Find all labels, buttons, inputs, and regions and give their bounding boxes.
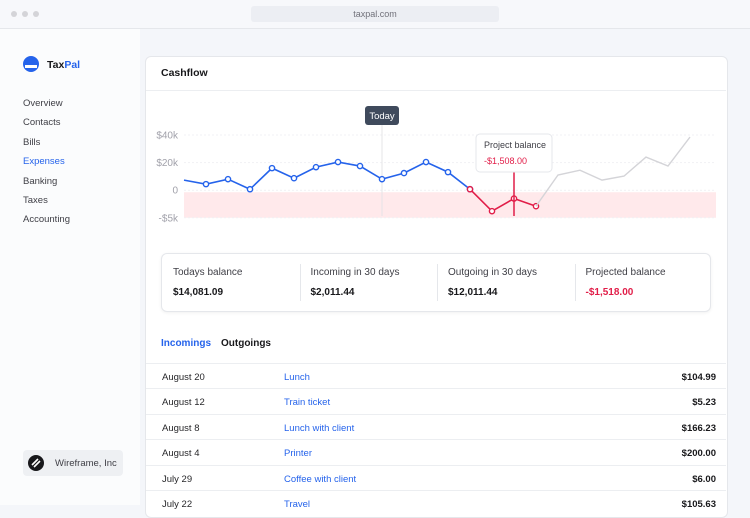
y-tick-label: -$5k xyxy=(159,213,179,224)
point xyxy=(290,174,298,182)
stat-divider xyxy=(574,264,576,301)
brand-part: Pal xyxy=(64,59,81,71)
amount: $6.00 xyxy=(692,473,716,485)
card-title: Cashflow xyxy=(161,67,208,79)
stat-value: -$1,518.00 xyxy=(585,287,634,298)
date: August 20 xyxy=(162,372,205,383)
point xyxy=(378,175,386,183)
window-dot xyxy=(11,11,17,17)
tooltip-box xyxy=(475,133,553,173)
table-row: August 20 Lunch $104.99 xyxy=(146,363,726,389)
chart: $40k $20k 0 -$5k Today Project balance -$1,508… xyxy=(156,106,716,224)
date: August 8 xyxy=(162,422,200,434)
point xyxy=(356,162,364,170)
nav-item[interactable]: Banking xyxy=(23,175,58,187)
description[interactable]: Lunch with client xyxy=(284,422,355,434)
description[interactable]: Lunch xyxy=(284,372,310,383)
divider xyxy=(146,90,726,91)
series-line xyxy=(535,136,691,207)
table-row: August 4 Printer $200.00 xyxy=(146,439,726,465)
amount: $104.99 xyxy=(681,372,716,383)
org-name: Wireframe, Inc xyxy=(55,458,117,469)
today-badge xyxy=(365,106,399,125)
nav-item[interactable]: Overview xyxy=(23,98,63,109)
tab[interactable]: Outgoings xyxy=(221,338,271,349)
window-dot xyxy=(33,11,39,17)
date: July 29 xyxy=(162,473,193,485)
point xyxy=(334,158,342,166)
stat-label: Todays balance xyxy=(173,267,243,278)
y-tick-label: $40k xyxy=(156,131,179,142)
stat-value: $12,011.44 xyxy=(448,287,498,298)
stat-value: $14,081.09 xyxy=(173,287,224,298)
date: August 4 xyxy=(162,448,200,460)
stats-box: Todays balance $14,081.09 Incoming in 30 d… xyxy=(161,253,711,312)
point xyxy=(444,168,452,176)
stat-label: Incoming in 30 days xyxy=(310,267,400,278)
stat-divider xyxy=(437,264,438,301)
nav-item[interactable]: Contacts xyxy=(23,117,61,129)
nav-item[interactable]: Expenses xyxy=(23,156,65,168)
browser-bar: taxpal.com xyxy=(0,0,750,29)
table-row: August 8 Lunch with client $166.23 xyxy=(146,413,726,440)
nav-item[interactable]: Bills xyxy=(23,136,41,148)
nav-item[interactable]: Accounting xyxy=(23,214,71,226)
amount: $200.00 xyxy=(681,448,716,460)
tab[interactable]: Incomings xyxy=(161,338,212,349)
sidebar: TaxPal Overview Contacts Bills Expenses Bank… xyxy=(0,29,140,505)
stat-label: Projected balance xyxy=(585,267,666,278)
nav-item[interactable]: Taxes xyxy=(23,195,48,206)
stat-value: $2,011.44 xyxy=(310,287,355,298)
point xyxy=(202,180,210,188)
point xyxy=(488,207,496,215)
point xyxy=(268,164,276,172)
point xyxy=(400,169,408,177)
series-line xyxy=(183,161,471,191)
logo xyxy=(23,56,39,72)
amount: $166.23 xyxy=(681,422,716,434)
negative-zone xyxy=(184,192,716,218)
stat-label: Outgoing in 30 days xyxy=(448,267,537,278)
description[interactable]: Coffee with client xyxy=(284,473,357,485)
today-label: Today xyxy=(369,111,395,122)
y-tick-label: 0 xyxy=(172,186,178,197)
series-line xyxy=(469,188,537,213)
org-switcher[interactable]: Wireframe, Inc xyxy=(23,450,123,476)
table-row: July 22 Travel $105.63 xyxy=(146,490,726,516)
org-icon xyxy=(28,455,44,471)
stat-divider xyxy=(299,264,301,301)
brand-part: Tax xyxy=(47,59,65,71)
point xyxy=(224,175,232,183)
tooltip-title: Project balance xyxy=(484,140,546,150)
url-bar[interactable]: taxpal.com xyxy=(251,6,499,22)
amount: $5.23 xyxy=(692,397,716,409)
description[interactable]: Printer xyxy=(284,448,312,460)
description[interactable]: Train ticket xyxy=(284,397,331,409)
window-dot xyxy=(22,11,28,17)
table-row: August 12 Train ticket $5.23 xyxy=(146,388,726,414)
point xyxy=(466,185,474,193)
brand[interactable]: TaxPal xyxy=(47,59,80,71)
date: August 12 xyxy=(162,397,205,409)
y-tick-label: $20k xyxy=(156,158,179,169)
point xyxy=(422,158,430,166)
point xyxy=(246,185,254,193)
table-row: July 29 Coffee with client $6.00 xyxy=(146,464,726,491)
tooltip-value: -$1,508.00 xyxy=(484,156,527,166)
point xyxy=(312,163,320,171)
